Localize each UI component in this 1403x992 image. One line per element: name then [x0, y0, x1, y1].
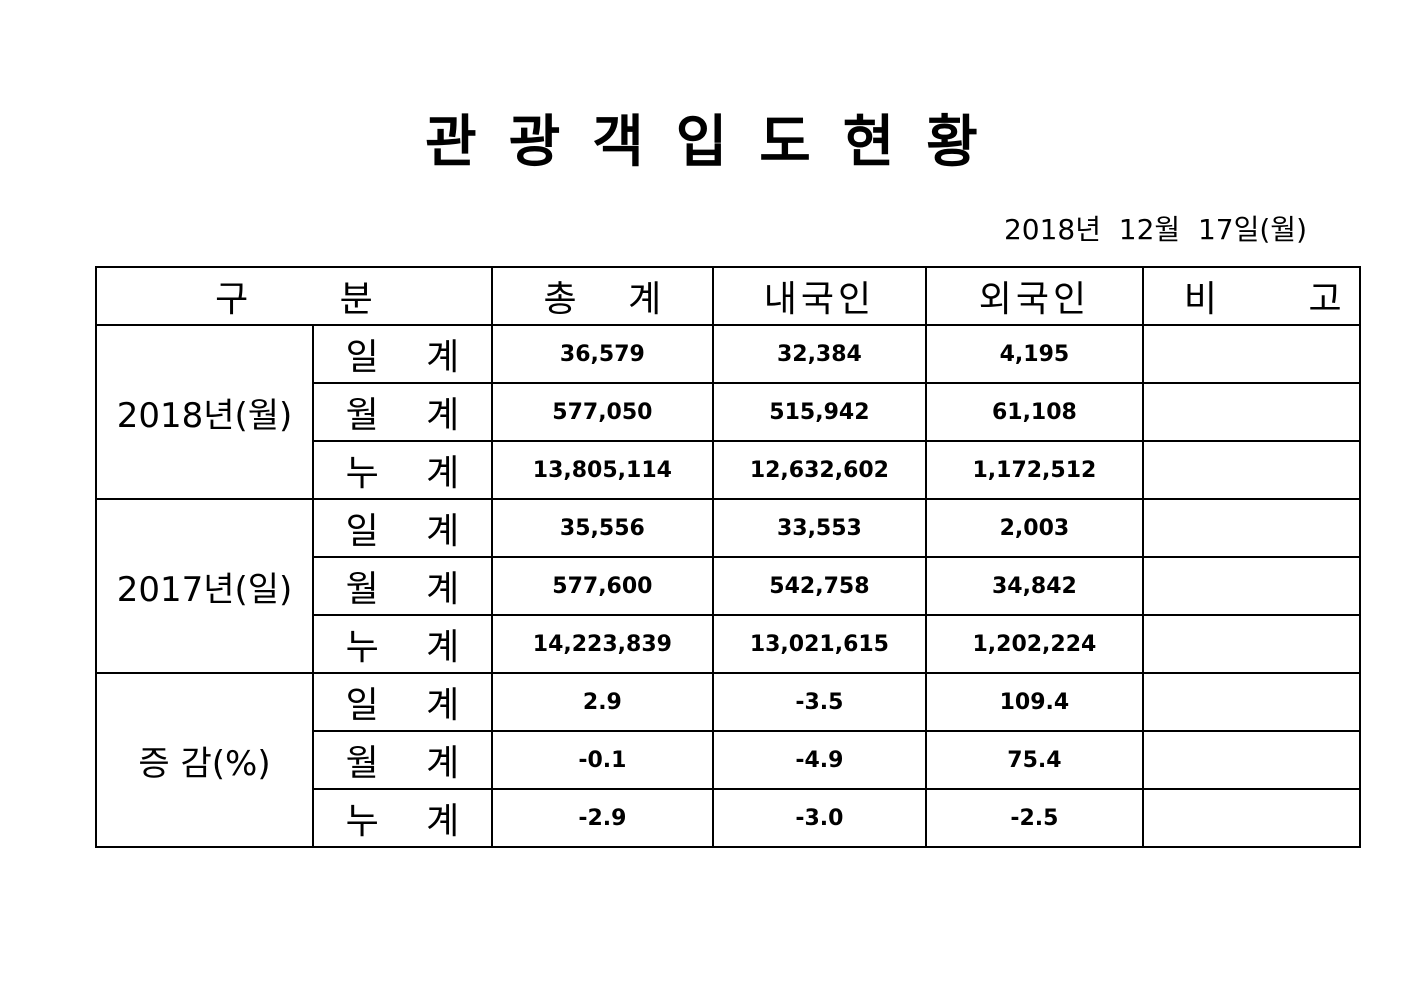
- cell-total: -2.9: [490, 788, 714, 848]
- row-label: 일 계: [312, 324, 493, 384]
- table-row: 2018년(월) 일 계 36,579 32,384 4,195: [94, 324, 1362, 500]
- cell-domestic: -3.0: [711, 788, 927, 848]
- cell-note: [1141, 382, 1362, 442]
- row-label: 월 계: [312, 382, 493, 442]
- group-label-2017: 2017년(일): [94, 498, 315, 674]
- table-header-row: 구 분 총 계 내국인 외국인 비 고: [95, 266, 1362, 326]
- cell-note: [1141, 730, 1362, 790]
- cell-foreign: 2,003: [924, 498, 1144, 558]
- cell-foreign: 75.4: [924, 730, 1144, 790]
- cell-total: 577,600: [490, 556, 714, 616]
- cell-total: 2.9: [490, 672, 714, 732]
- cell-domestic: -3.5: [711, 672, 927, 732]
- cell-total: 14,223,839: [490, 614, 714, 674]
- page-title: 관광객입도현황: [425, 110, 1010, 175]
- cell-foreign: 109.4: [924, 672, 1144, 732]
- cell-domestic: 13,021,615: [711, 614, 927, 674]
- tourist-arrivals-table: 구 분 총 계 내국인 외국인 비 고 2018년(월) 일 계 36,579 …: [94, 266, 1362, 848]
- table-row: 월 계 -0.1 -4.9 75.4: [96, 730, 1362, 790]
- cell-foreign: 4,195: [924, 324, 1144, 384]
- cell-foreign: 61,108: [924, 382, 1144, 442]
- cell-domestic: 33,553: [711, 498, 927, 558]
- table-row: 누 계 14,223,839 13,021,615 1,202,224: [96, 614, 1362, 674]
- header-total: 총 계: [490, 266, 714, 326]
- table-row: 누 계 -2.9 -3.0 -2.5: [96, 788, 1362, 848]
- cell-note: [1141, 788, 1362, 848]
- row-label: 월 계: [312, 556, 493, 616]
- table-row: 2017년(일) 일 계 35,556 33,553 2,003: [94, 498, 1362, 674]
- cell-note: [1141, 614, 1362, 674]
- table-row: 증 감(%) 일 계 2.9 -3.5 109.4: [94, 672, 1362, 848]
- header-domestic: 내국인: [711, 266, 927, 326]
- header-foreign: 외국인: [924, 266, 1144, 326]
- report-date: 2018년 12월 17일(월): [1003, 213, 1307, 246]
- cell-note: [1141, 324, 1362, 384]
- cell-foreign: 1,172,512: [924, 440, 1144, 500]
- group-label-2018: 2018년(월): [94, 324, 315, 500]
- cell-domestic: 32,384: [711, 324, 927, 384]
- cell-foreign: 34,842: [924, 556, 1144, 616]
- cell-domestic: -4.9: [711, 730, 927, 790]
- group-label-change: 증 감(%): [94, 672, 315, 848]
- cell-total: 13,805,114: [490, 440, 714, 500]
- header-category: 구 분: [95, 266, 493, 326]
- row-label: 월 계: [312, 730, 493, 790]
- cell-note: [1141, 498, 1362, 558]
- row-label: 일 계: [312, 672, 493, 732]
- cell-domestic: 515,942: [711, 382, 927, 442]
- table-row: 월 계 577,050 515,942 61,108: [96, 382, 1362, 442]
- header-note: 비 고: [1141, 266, 1362, 326]
- cell-note: [1141, 672, 1362, 732]
- row-label: 누 계: [312, 614, 493, 674]
- cell-note: [1141, 440, 1362, 500]
- cell-domestic: 12,632,602: [711, 440, 927, 500]
- cell-total: 35,556: [490, 498, 714, 558]
- cell-foreign: 1,202,224: [924, 614, 1144, 674]
- table-row: 월 계 577,600 542,758 34,842: [96, 556, 1362, 616]
- cell-foreign: -2.5: [924, 788, 1144, 848]
- cell-note: [1141, 556, 1362, 616]
- cell-total: 36,579: [490, 324, 714, 384]
- cell-domestic: 542,758: [711, 556, 927, 616]
- cell-total: 577,050: [490, 382, 714, 442]
- table-row: 누 계 13,805,114 12,632,602 1,172,512: [96, 440, 1362, 500]
- cell-total: -0.1: [490, 730, 714, 790]
- row-label: 누 계: [312, 440, 493, 500]
- row-label: 누 계: [312, 788, 493, 848]
- row-label: 일 계: [312, 498, 493, 558]
